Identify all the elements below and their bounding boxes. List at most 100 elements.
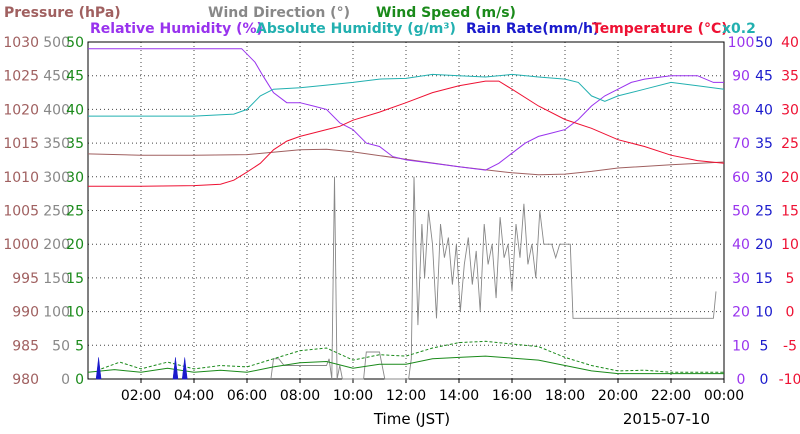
wind-speed-tick-label: 30	[66, 170, 84, 186]
legend-entry: Rain Rate(mm/h)	[466, 21, 599, 37]
x-tick-label: 02:00	[121, 388, 161, 404]
x-tick-label: 16:00	[492, 388, 532, 404]
temperature-line	[88, 80, 725, 187]
wind-speed-tick-label: 15	[66, 271, 84, 287]
wind-direction-tick-label: 250	[43, 204, 70, 220]
x-tick-label: 20:00	[598, 388, 638, 404]
wind-direction-tick-label: 400	[43, 102, 70, 118]
x-tick-label: 14:00	[439, 388, 479, 404]
temperature-tick-label: 15	[781, 204, 799, 220]
x-tick-label: 04:00	[174, 388, 214, 404]
relative-humidity-tick-label: 40	[732, 237, 750, 253]
wind-direction-line	[270, 176, 717, 380]
pressure-tick-label: 995	[12, 271, 39, 287]
series-lines	[87, 48, 725, 380]
x-tick-label: 12:00	[386, 388, 426, 404]
absolute-humidity-line	[88, 73, 725, 117]
wind-speed-tick-label: 5	[75, 338, 84, 354]
wind-speed-tick-label: 50	[66, 35, 84, 51]
pressure-tick-label: 985	[12, 338, 39, 354]
rain-rate-tick-label: 35	[755, 136, 773, 152]
relative-humidity-tick-label: 60	[732, 170, 750, 186]
x-tick-label: 06:00	[227, 388, 267, 404]
temperature-tick-label: 5	[786, 271, 795, 287]
gridlines	[88, 42, 724, 379]
relative-humidity-tick-label: 90	[732, 69, 750, 85]
temperature-tick-label: 40	[781, 35, 799, 51]
rain-rate-tick-label: 30	[755, 170, 773, 186]
wind-speed-tick-label: 10	[66, 305, 84, 321]
x-tick-label: 18:00	[545, 388, 585, 404]
wind-direction-tick-label: 500	[43, 35, 70, 51]
wind-speed-tick-label: 35	[66, 136, 84, 152]
x-axis-ticks: 02:00 04:00 06:00 08:00 10:00 12:00 14:00 16:00…	[121, 379, 744, 404]
wind-direction-tick-label: 200	[43, 237, 70, 253]
rain-rate-tick-label: 40	[755, 102, 773, 118]
wind-direction-tick-label: 300	[43, 170, 70, 186]
wind-speed-line	[87, 355, 724, 375]
pressure-tick-label: 990	[12, 305, 39, 321]
relative-humidity-tick-label: 30	[732, 271, 750, 287]
wind-speed-tick-label: 0	[75, 372, 84, 388]
temperature-tick-label: -10	[779, 372, 800, 388]
wind-speed-tick-label: 25	[66, 204, 84, 220]
wind-direction-tick-label: 100	[43, 305, 70, 321]
legend-entry: Wind Speed (m/s)	[376, 5, 516, 21]
legend-entry: Temperature (°C)	[592, 21, 728, 37]
rain-rate-tick-label: 0	[760, 372, 769, 388]
pressure-tick-label: 1030	[3, 35, 39, 51]
x-tick-label: 22:00	[651, 388, 691, 404]
legend-entry: Wind Direction (°)	[208, 5, 350, 21]
rain-rate-bar	[181, 357, 188, 380]
x-tick-label: 00:00	[704, 388, 744, 404]
relative-humidity-tick-label: 100	[728, 35, 755, 51]
wind-direction-tick-label: 450	[43, 69, 70, 85]
relative-humidity-tick-label: 50	[732, 204, 750, 220]
temperature-tick-label: 30	[781, 102, 799, 118]
wind-direction-tick-label: 150	[43, 271, 70, 287]
rain-rate-tick-label: 45	[755, 69, 773, 85]
pressure-tick-label: 980	[12, 372, 39, 388]
pressure-tick-label: 1015	[3, 136, 39, 152]
pressure-tick-label: 1005	[3, 204, 39, 220]
x-axis-label: Time (JST)	[373, 410, 450, 428]
rain-rate-bar	[95, 357, 102, 380]
rain-rate-tick-label: 10	[755, 305, 773, 321]
y-axes: 9809859909951000100510101015102010251030…	[3, 35, 800, 388]
pressure-tick-label: 1010	[3, 170, 39, 186]
temperature-tick-label: 25	[781, 136, 799, 152]
rain-rate-tick-label: 15	[755, 271, 773, 287]
relative-humidity-tick-label: 10	[732, 338, 750, 354]
wind-speed-tick-label: 45	[66, 69, 84, 85]
relative-humidity-tick-label: 80	[732, 102, 750, 118]
temperature-tick-label: 20	[781, 170, 799, 186]
relative-humidity-tick-label: 0	[737, 372, 746, 388]
pressure-tick-label: 1025	[3, 69, 39, 85]
legend-entry: Absolute Humidity (g/m³)	[256, 21, 456, 37]
temperature-tick-label: -5	[783, 338, 797, 354]
wind-direction-tick-label: 350	[43, 136, 70, 152]
legend-entry: x0.2	[722, 21, 756, 37]
temperature-tick-label: 0	[786, 305, 795, 321]
rain-rate-bar	[172, 357, 179, 380]
rain-rate-tick-label: 20	[755, 237, 773, 253]
wind-speed-tick-label: 20	[66, 237, 84, 253]
rain-rate-tick-label: 25	[755, 204, 773, 220]
temperature-tick-label: 35	[781, 69, 799, 85]
legend: Pressure (hPa) Wind Direction (°) Wind Spe…	[4, 5, 756, 37]
wind-direction-tick-label: 0	[61, 372, 70, 388]
date-label: 2015-07-10	[623, 410, 710, 428]
pressure-tick-label: 1020	[3, 102, 39, 118]
pressure-tick-label: 1000	[3, 237, 39, 253]
rain-rate-tick-label: 5	[760, 338, 769, 354]
relative-humidity-tick-label: 70	[732, 136, 750, 152]
wind-gust-line	[101, 340, 724, 373]
legend-entry: Pressure (hPa)	[4, 5, 121, 21]
legend-entry: Relative Humidity (%)	[90, 21, 263, 37]
relative-humidity-tick-label: 20	[732, 305, 750, 321]
rain-rate-tick-label: 50	[755, 35, 773, 51]
wind-direction-tick-label: 50	[52, 338, 70, 354]
temperature-tick-label: 10	[781, 237, 799, 253]
